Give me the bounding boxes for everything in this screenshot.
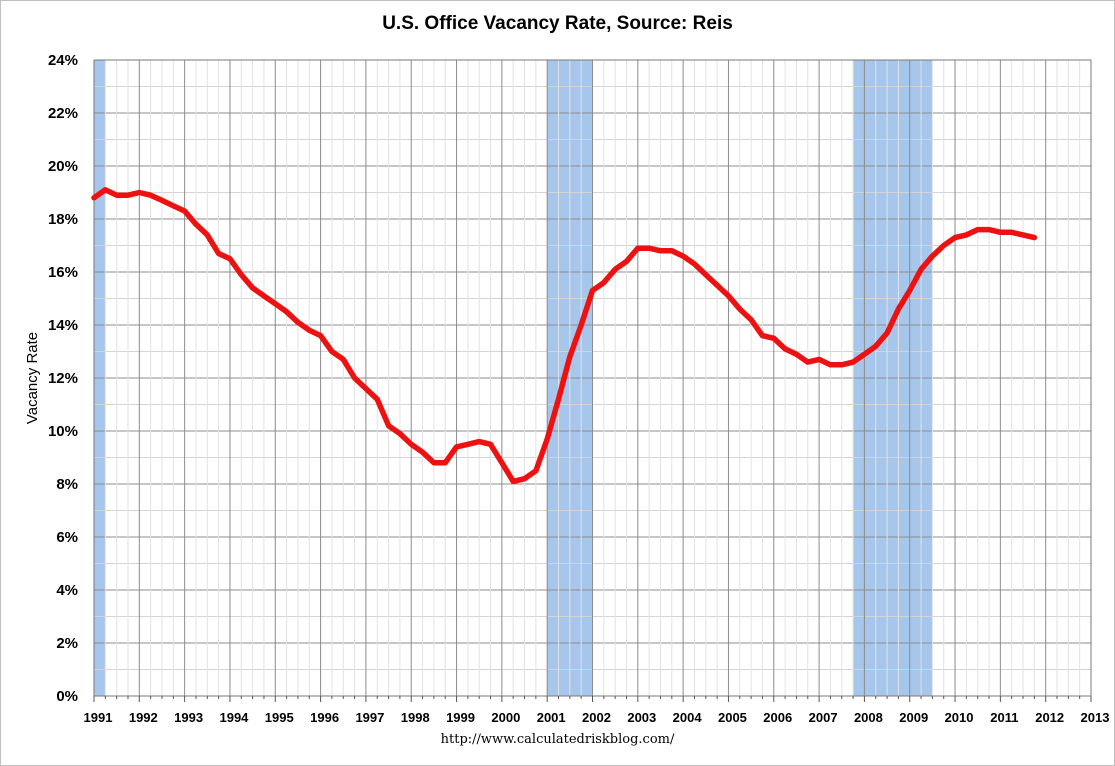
x-tick-label: 2011 bbox=[990, 710, 1018, 725]
x-tick-label: 1994 bbox=[219, 710, 249, 725]
x-tick-label: 1998 bbox=[401, 710, 430, 725]
x-tick-label: 2005 bbox=[718, 710, 747, 725]
x-tick-label: 2002 bbox=[582, 710, 611, 725]
vacancy-rate-line bbox=[91, 187, 1038, 485]
x-tick-label: 1996 bbox=[310, 710, 339, 725]
x-tick-label: 2008 bbox=[854, 710, 883, 725]
y-tick-label: 18% bbox=[48, 211, 78, 228]
y-tick-label: 22% bbox=[48, 105, 78, 122]
x-tick-label: 2007 bbox=[809, 710, 838, 725]
x-tick-label: 1993 bbox=[174, 710, 203, 725]
y-tick-label: 0% bbox=[56, 688, 78, 705]
y-tick-label: 20% bbox=[48, 158, 78, 175]
x-tick-label: 2000 bbox=[491, 710, 520, 725]
y-tick-label: 16% bbox=[48, 264, 78, 281]
y-tick-label: 14% bbox=[48, 317, 78, 334]
y-tick-label: 8% bbox=[56, 476, 78, 493]
x-tick-label: 1991 bbox=[84, 710, 113, 725]
y-axis-label: Vacancy Rate bbox=[24, 332, 41, 424]
y-tick-label: 24% bbox=[48, 52, 78, 69]
x-tick-label: 1995 bbox=[265, 710, 294, 725]
chart-title: U.S. Office Vacancy Rate, Source: Reis bbox=[382, 13, 733, 34]
y-tick-label: 6% bbox=[56, 529, 78, 546]
x-tick-label: 1997 bbox=[355, 710, 384, 725]
x-tick-label: 2009 bbox=[899, 710, 928, 725]
y-tick-label: 2% bbox=[56, 635, 78, 652]
x-tick-label: 1999 bbox=[446, 710, 475, 725]
vacancy-rate-chart: 0% 2% 4% 6% 8% 10% 12% 14% 16% 18% 20% 22% 24% 1991 19… bbox=[24, 52, 1110, 725]
y-tick-label: 12% bbox=[48, 370, 78, 387]
x-tick-label: 2004 bbox=[673, 710, 703, 725]
x-tick-label: 2006 bbox=[763, 710, 792, 725]
x-tick-label: 2012 bbox=[1035, 710, 1064, 725]
y-tick-label: 10% bbox=[48, 423, 78, 440]
x-tick-label: 2003 bbox=[627, 710, 656, 725]
x-tick-label: 2013 bbox=[1081, 710, 1110, 725]
x-tick-label: 2010 bbox=[945, 710, 974, 725]
y-tick-label: 4% bbox=[56, 582, 78, 599]
source-url: http://www.calculatedriskblog.com/ bbox=[440, 732, 675, 747]
x-tick-label: 1992 bbox=[129, 710, 158, 725]
x-tick-label: 2001 bbox=[537, 710, 566, 725]
